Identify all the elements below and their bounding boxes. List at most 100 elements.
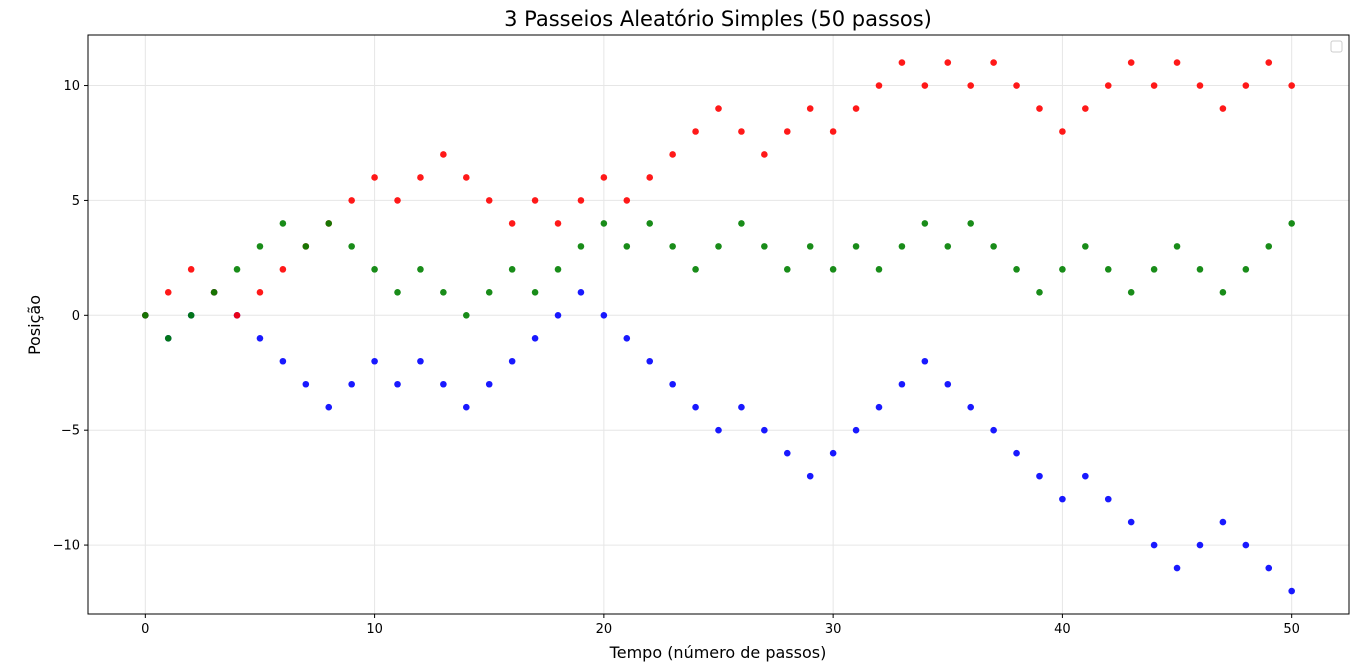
data-point-series-1 — [348, 197, 355, 204]
data-point-series-1 — [440, 151, 447, 158]
data-point-series-1 — [394, 197, 401, 204]
data-point-series-2 — [164, 334, 172, 342]
data-point-series-1 — [669, 151, 676, 158]
data-point-series-1 — [875, 82, 883, 89]
y-axis-label: Posição — [25, 295, 44, 355]
data-point-series-0 — [279, 357, 287, 365]
data-point-series-2 — [531, 289, 539, 296]
data-point-series-0 — [440, 380, 447, 388]
data-point-series-1 — [921, 82, 929, 89]
data-point-series-1 — [1150, 82, 1158, 89]
data-point-series-2 — [142, 312, 149, 319]
data-point-series-2 — [485, 289, 493, 296]
x-tick-label: 30 — [825, 622, 842, 637]
data-point-series-1 — [646, 174, 654, 181]
data-point-series-0 — [302, 380, 310, 388]
chart-title: 3 Passeios Aleatório Simples (50 passos) — [504, 7, 932, 31]
data-point-series-1 — [715, 105, 722, 112]
data-point-series-2 — [944, 243, 952, 250]
data-point-series-2 — [256, 243, 264, 250]
data-point-series-1 — [1288, 82, 1295, 89]
data-point-series-1 — [1127, 59, 1135, 66]
data-point-series-0 — [921, 357, 929, 365]
plot-area-frame — [87, 34, 1350, 615]
data-point-series-0 — [761, 426, 768, 434]
data-point-series-2 — [1242, 266, 1250, 273]
data-point-series-1 — [990, 59, 997, 66]
data-point-series-1 — [1082, 105, 1089, 112]
data-point-series-1 — [1265, 59, 1273, 66]
data-point-series-2 — [325, 220, 333, 227]
data-point-series-0 — [531, 334, 539, 342]
x-tick-label: 20 — [596, 622, 613, 637]
data-point-series-2 — [394, 289, 401, 296]
data-point-series-1 — [577, 197, 585, 204]
data-point-series-0 — [875, 403, 883, 411]
data-point-series-1 — [371, 174, 378, 181]
data-point-series-2 — [1288, 220, 1295, 227]
data-point-series-1 — [1036, 105, 1043, 112]
data-point-series-2 — [852, 243, 860, 250]
data-point-series-0 — [623, 334, 631, 342]
data-point-series-2 — [1219, 289, 1227, 296]
data-point-series-2 — [440, 289, 447, 296]
data-point-series-2 — [463, 312, 470, 319]
data-point-series-2 — [1104, 266, 1112, 273]
data-point-series-0 — [417, 357, 424, 365]
data-point-series-2 — [1150, 266, 1158, 273]
legend-box — [1330, 40, 1343, 53]
data-point-series-0 — [1036, 472, 1043, 480]
data-point-series-0 — [1242, 541, 1250, 549]
data-point-series-2 — [829, 266, 837, 273]
data-point-series-1 — [1219, 105, 1227, 112]
data-point-series-2 — [623, 243, 631, 250]
data-point-series-0 — [898, 380, 906, 388]
data-point-series-2 — [554, 266, 562, 273]
data-point-series-0 — [738, 403, 745, 411]
data-point-series-2 — [508, 266, 516, 273]
data-point-series-1 — [898, 59, 906, 66]
data-point-series-1 — [692, 128, 699, 135]
data-point-series-1 — [1242, 82, 1250, 89]
data-point-series-0 — [967, 403, 974, 411]
data-point-series-2 — [875, 266, 883, 273]
data-point-series-2 — [967, 220, 974, 227]
x-tick-label: 10 — [366, 622, 383, 637]
y-tick-label: −5 — [61, 424, 80, 439]
data-point-series-0 — [1127, 518, 1135, 526]
data-point-series-0 — [508, 357, 516, 365]
x-tick-label: 50 — [1283, 622, 1300, 637]
data-point-series-0 — [829, 449, 837, 457]
data-point-series-0 — [852, 426, 860, 434]
data-point-series-0 — [325, 403, 333, 411]
data-point-series-0 — [1219, 518, 1227, 526]
data-point-series-0 — [715, 426, 722, 434]
data-point-series-0 — [1150, 541, 1158, 549]
data-point-series-2 — [692, 266, 699, 273]
data-point-series-2 — [1127, 289, 1135, 296]
data-point-series-1 — [623, 197, 631, 204]
data-point-series-2 — [783, 266, 791, 273]
data-point-series-1 — [256, 289, 264, 296]
data-point-series-2 — [233, 266, 241, 273]
data-point-series-1 — [463, 174, 470, 181]
data-point-series-1 — [164, 289, 172, 296]
data-point-series-1 — [1013, 82, 1020, 89]
data-point-series-0 — [806, 472, 814, 480]
data-point-series-0 — [463, 403, 470, 411]
data-point-series-2 — [1013, 266, 1020, 273]
data-point-series-2 — [646, 220, 654, 227]
data-point-series-2 — [1173, 243, 1181, 250]
data-point-series-2 — [577, 243, 585, 250]
data-point-series-0 — [1082, 472, 1089, 480]
data-point-series-2 — [1196, 266, 1204, 273]
x-tick-label: 40 — [1054, 622, 1071, 637]
axis-ticks: 0 10 20 30 40 50 −10 −5 0 5 10 — [53, 79, 1300, 637]
data-point-series-1 — [417, 174, 424, 181]
data-point-series-2 — [806, 243, 814, 250]
data-point-series-1 — [806, 105, 814, 112]
data-point-series-1 — [508, 220, 516, 227]
data-point-series-0 — [783, 449, 791, 457]
data-point-series-2 — [348, 243, 355, 250]
